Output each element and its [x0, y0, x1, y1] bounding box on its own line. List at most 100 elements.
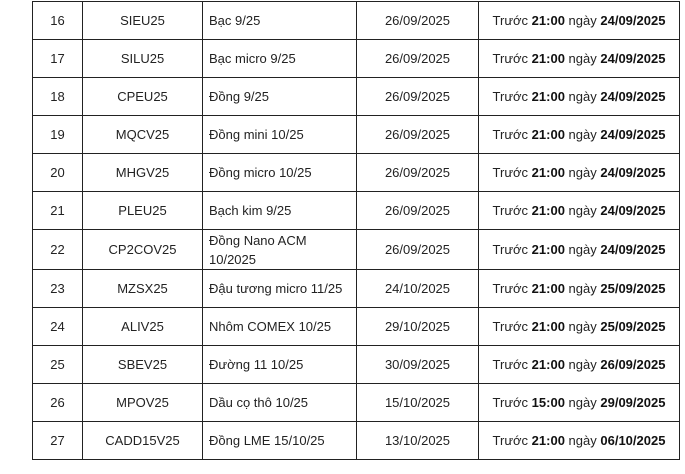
close-position-deadline: Trước 15:00 ngày 29/09/2025 [478, 383, 680, 422]
table-row: 19 MQCV25 Đồng mini 10/25 26/09/2025 Trư… [32, 115, 680, 154]
contract-code: SBEV25 [82, 345, 203, 384]
row-number: 23 [32, 269, 83, 308]
deadline-prefix: Trước [492, 395, 529, 410]
close-position-deadline: Trước 21:00 ngày 24/09/2025 [478, 1, 680, 40]
last-trading-date: 24/10/2025 [356, 269, 479, 308]
deadline-mid: ngày [568, 127, 597, 142]
deadline-time: 21:00 [531, 13, 565, 28]
deadline-date: 24/09/2025 [600, 127, 666, 142]
deadline-mid: ngày [568, 395, 597, 410]
last-trading-date: 26/09/2025 [356, 115, 479, 154]
deadline-time: 21:00 [531, 51, 565, 66]
row-number: 25 [32, 345, 83, 384]
contract-code: SILU25 [82, 39, 203, 78]
row-number: 27 [32, 421, 83, 460]
deadline-time: 15:00 [531, 395, 565, 410]
contract-name: Đường 11 10/25 [202, 345, 357, 384]
last-trading-date: 30/09/2025 [356, 345, 479, 384]
close-position-deadline: Trước 21:00 ngày 24/09/2025 [478, 39, 680, 78]
last-trading-date: 26/09/2025 [356, 229, 479, 270]
deadline-time: 21:00 [531, 281, 565, 296]
deadline-prefix: Trước [492, 127, 529, 142]
close-position-deadline: Trước 21:00 ngày 06/10/2025 [478, 421, 680, 460]
contract-code: MHGV25 [82, 153, 203, 192]
deadline-time: 21:00 [531, 203, 565, 218]
deadline-prefix: Trước [492, 51, 529, 66]
table-row: 25 SBEV25 Đường 11 10/25 30/09/2025 Trướ… [32, 345, 680, 384]
last-trading-date: 26/09/2025 [356, 191, 479, 230]
deadline-mid: ngày [568, 51, 597, 66]
table-row: 22 CP2COV25 Đồng Nano ACM 10/2025 26/09/… [32, 229, 680, 270]
close-position-deadline: Trước 21:00 ngày 25/09/2025 [478, 269, 680, 308]
row-number: 26 [32, 383, 83, 422]
deadline-mid: ngày [568, 357, 597, 372]
row-number: 22 [32, 229, 83, 270]
last-trading-date: 13/10/2025 [356, 421, 479, 460]
deadline-time: 21:00 [531, 242, 565, 257]
row-number: 19 [32, 115, 83, 154]
close-position-deadline: Trước 21:00 ngày 24/09/2025 [478, 115, 680, 154]
deadline-time: 21:00 [531, 89, 565, 104]
last-trading-date: 26/09/2025 [356, 1, 479, 40]
deadline-date: 24/09/2025 [600, 203, 666, 218]
contract-code: MZSX25 [82, 269, 203, 308]
contract-name: Đồng micro 10/25 [202, 153, 357, 192]
table-row: 23 MZSX25 Đậu tương micro 11/25 24/10/20… [32, 269, 680, 308]
contract-name: Đồng 9/25 [202, 77, 357, 116]
close-position-deadline: Trước 21:00 ngày 24/09/2025 [478, 153, 680, 192]
contract-code: MPOV25 [82, 383, 203, 422]
contract-code: PLEU25 [82, 191, 203, 230]
table-row: 17 SILU25 Bạc micro 9/25 26/09/2025 Trướ… [32, 39, 680, 78]
contract-code: ALIV25 [82, 307, 203, 346]
contract-name: Đồng LME 15/10/25 [202, 421, 357, 460]
contract-name: Bạc 9/25 [202, 1, 357, 40]
row-number: 21 [32, 191, 83, 230]
contract-name: Đậu tương micro 11/25 [202, 269, 357, 308]
deadline-prefix: Trước [492, 203, 529, 218]
close-position-deadline: Trước 21:00 ngày 24/09/2025 [478, 229, 680, 270]
deadline-prefix: Trước [492, 13, 529, 28]
contract-code: CP2COV25 [82, 229, 203, 270]
deadline-prefix: Trước [492, 89, 529, 104]
row-number: 16 [32, 1, 83, 40]
deadline-prefix: Trước [492, 357, 529, 372]
deadline-time: 21:00 [531, 357, 565, 372]
close-position-deadline: Trước 21:00 ngày 24/09/2025 [478, 77, 680, 116]
table-row: 26 MPOV25 Dầu cọ thô 10/25 15/10/2025 Tr… [32, 383, 680, 422]
deadline-time: 21:00 [531, 433, 565, 448]
last-trading-date: 29/10/2025 [356, 307, 479, 346]
deadline-mid: ngày [568, 281, 597, 296]
deadline-date: 26/09/2025 [600, 357, 666, 372]
last-trading-date: 26/09/2025 [356, 77, 479, 116]
contract-name: Bạch kim 9/25 [202, 191, 357, 230]
contract-name: Đồng Nano ACM 10/2025 [202, 229, 357, 270]
deadline-mid: ngày [568, 433, 597, 448]
table-row: 16 SIEU25 Bạc 9/25 26/09/2025 Trước 21:0… [32, 1, 680, 40]
table-row: 21 PLEU25 Bạch kim 9/25 26/09/2025 Trước… [32, 191, 680, 230]
last-trading-date: 26/09/2025 [356, 39, 479, 78]
deadline-date: 25/09/2025 [600, 281, 666, 296]
last-trading-date: 26/09/2025 [356, 153, 479, 192]
contract-code: SIEU25 [82, 1, 203, 40]
close-position-deadline: Trước 21:00 ngày 26/09/2025 [478, 345, 680, 384]
contract-code: MQCV25 [82, 115, 203, 154]
deadline-date: 24/09/2025 [600, 89, 666, 104]
deadline-mid: ngày [568, 165, 597, 180]
contract-code: CPEU25 [82, 77, 203, 116]
row-number: 18 [32, 77, 83, 116]
deadline-mid: ngày [568, 319, 597, 334]
last-trading-date: 15/10/2025 [356, 383, 479, 422]
table-row: 27 CADD15V25 Đồng LME 15/10/25 13/10/202… [32, 421, 680, 460]
close-position-deadline: Trước 21:00 ngày 25/09/2025 [478, 307, 680, 346]
deadline-date: 24/09/2025 [600, 242, 666, 257]
deadline-time: 21:00 [531, 127, 565, 142]
deadline-date: 24/09/2025 [600, 13, 666, 28]
contract-table: 16 SIEU25 Bạc 9/25 26/09/2025 Trước 21:0… [32, 1, 680, 460]
contract-name: Đồng mini 10/25 [202, 115, 357, 154]
deadline-mid: ngày [568, 89, 597, 104]
deadline-date: 24/09/2025 [600, 165, 666, 180]
deadline-date: 25/09/2025 [600, 319, 666, 334]
table-row: 18 CPEU25 Đồng 9/25 26/09/2025 Trước 21:… [32, 77, 680, 116]
deadline-date: 24/09/2025 [600, 51, 666, 66]
deadline-prefix: Trước [492, 319, 529, 334]
